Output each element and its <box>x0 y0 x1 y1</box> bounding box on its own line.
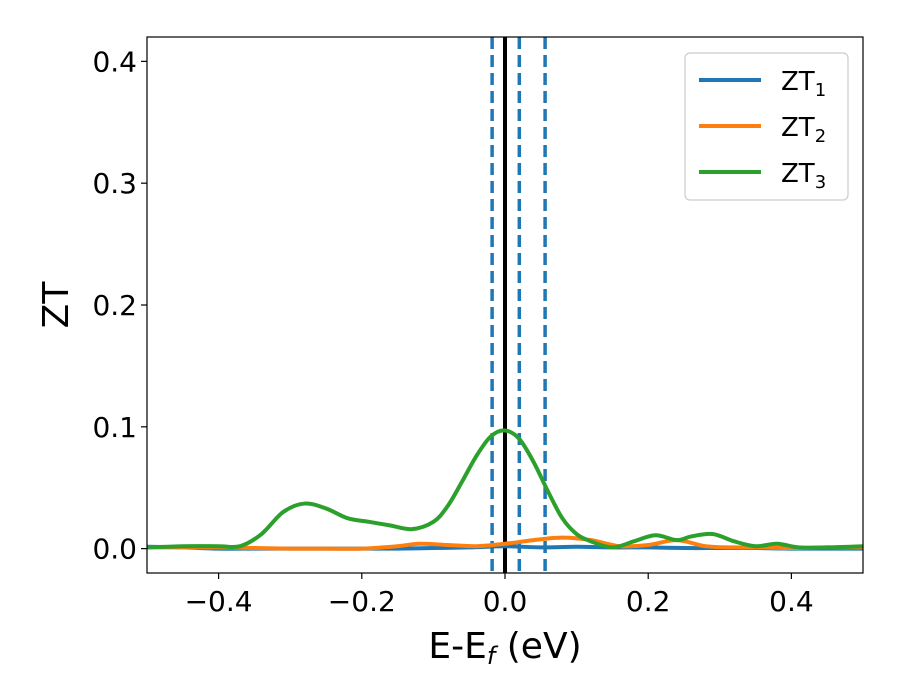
x-axis-label: E-Ef (eV) <box>428 626 581 670</box>
x-tick-label: 0.2 <box>626 585 671 618</box>
series-lines <box>147 428 863 551</box>
legend-box <box>684 52 849 201</box>
x-tick-label: −0.4 <box>185 585 253 618</box>
legend-label-zt1: ZT1 <box>781 67 826 101</box>
y-tick-label: 0.3 <box>92 167 137 200</box>
legend-label-zt2: ZT2 <box>781 113 826 147</box>
y-tick-label: 0.1 <box>92 411 137 444</box>
x-tick-label: 0.0 <box>483 585 528 618</box>
y-axis-label: ZT <box>36 281 77 329</box>
y-tick-label: 0.0 <box>92 533 137 566</box>
x-tick-label: −0.2 <box>328 585 396 618</box>
legend-label-zt3: ZT3 <box>781 159 826 193</box>
axes: −0.4 −0.2 0.0 0.2 0.4 0.0 0.1 0.2 0.3 0.4 E-Ef (eV… <box>36 36 864 670</box>
series-line-zt3 <box>147 428 863 550</box>
y-tick-label: 0.2 <box>92 289 137 322</box>
y-tick-label: 0.4 <box>92 45 137 78</box>
vertical-reference-lines <box>490 37 547 573</box>
series-line-zt2 <box>147 535 863 551</box>
x-tick-label: 0.4 <box>769 585 814 618</box>
legend: ZT1 ZT2 ZT3 <box>684 52 849 201</box>
